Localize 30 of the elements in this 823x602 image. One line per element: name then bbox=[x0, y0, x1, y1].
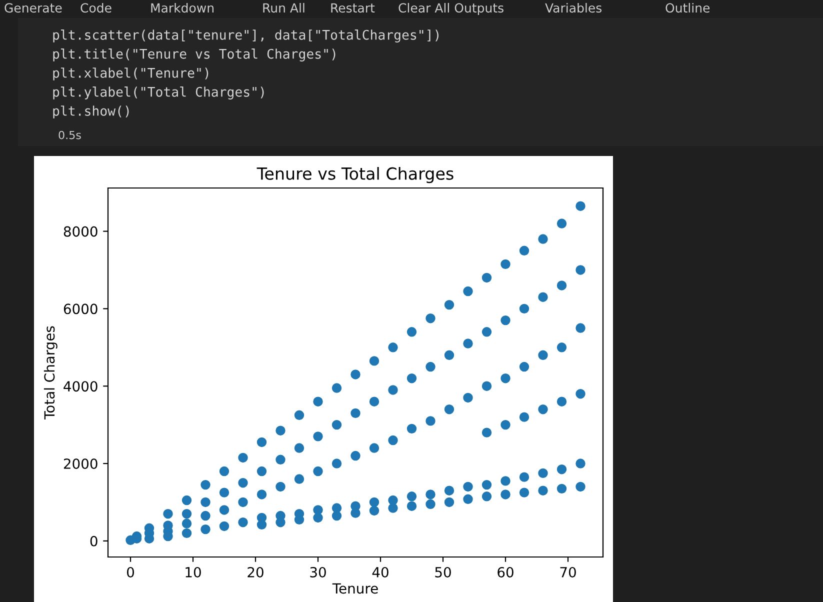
text: 0.5s bbox=[58, 130, 81, 140]
y-tick-label: 2000 bbox=[64, 458, 98, 469]
text: Markdown bbox=[151, 2, 214, 13]
text: Restart bbox=[331, 3, 375, 13]
x-axis-title: Tenure bbox=[332, 583, 378, 594]
text: Variables bbox=[545, 2, 602, 13]
x-tick-label: 10 bbox=[186, 566, 201, 578]
text: Code bbox=[80, 2, 112, 13]
text: plt.scatter(data["tenure"], data["TotalCharges"]) bbox=[53, 30, 438, 42]
x-tick-label: 30 bbox=[310, 566, 326, 578]
x-tick-label: 20 bbox=[248, 566, 264, 578]
x-tick-label: 50 bbox=[435, 566, 451, 578]
y-tick-label: 0 bbox=[90, 536, 98, 546]
y-tick-label: 6000 bbox=[64, 304, 98, 314]
text: Generate bbox=[4, 3, 62, 13]
y-tick-label: 8000 bbox=[64, 226, 98, 237]
x-tick-label: 0 bbox=[126, 566, 134, 578]
text: Clear All Outputs bbox=[398, 2, 504, 16]
text: plt.show() bbox=[53, 106, 129, 118]
text: plt.xlabel("Tenure") bbox=[53, 68, 208, 80]
x-tick-label: 60 bbox=[498, 566, 514, 578]
x-tick-label: 40 bbox=[372, 566, 388, 578]
chart-title: Tenure vs Total Charges bbox=[256, 167, 454, 184]
x-tick-label: 70 bbox=[560, 566, 576, 578]
text: plt.title("Tenure vs Total Charges") bbox=[53, 48, 336, 62]
y-axis-title: Total Charges bbox=[44, 326, 58, 420]
text: plt.ylabel("Total Charges") bbox=[53, 86, 264, 100]
text: Run All bbox=[263, 2, 304, 13]
y-tick-label: 4000 bbox=[64, 381, 98, 392]
text: Outline bbox=[666, 2, 710, 13]
